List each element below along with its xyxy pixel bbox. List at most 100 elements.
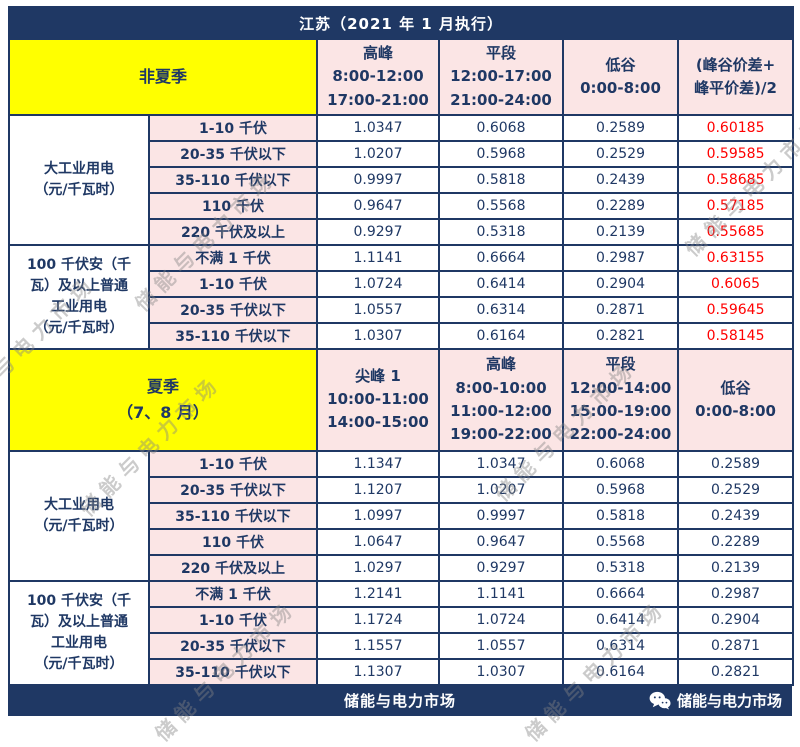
- price-sharp-peak: 1.0997: [316, 501, 440, 530]
- season-label-non-summer: 非夏季: [8, 38, 318, 116]
- price-valley: 0.2871: [676, 631, 795, 660]
- footer-bar: 储能与电力市场 储能与电力市场: [8, 685, 792, 716]
- season-label-summer: 夏季 （7、8 月）: [8, 347, 318, 452]
- table-row: 20-35 千伏以下 1.0207 0.5968 0.2529 0.59585: [9, 139, 795, 168]
- price-valley: 0.2529: [562, 139, 679, 168]
- price-valley: 0.2904: [676, 605, 795, 634]
- price-table-screenshot: { "title": "江苏（2021 年 1 月执行）", "watermar…: [0, 6, 800, 746]
- price-peak: 1.0557: [438, 631, 564, 660]
- price-flat: 0.6414: [438, 269, 564, 298]
- price-flat: 0.6664: [562, 579, 679, 608]
- price-sharp-peak: 1.1724: [316, 605, 440, 634]
- price-valley: 0.2139: [562, 217, 679, 246]
- price-valley: 0.2439: [562, 165, 679, 194]
- category-label-industrial: 大工业用电 （元/千瓦时）: [8, 449, 150, 582]
- price-valley: 0.2289: [562, 191, 679, 220]
- price-sharp-peak: 1.1307: [316, 657, 440, 686]
- voltage-label: 20-35 千伏以下: [148, 631, 318, 660]
- price-peak: 0.9297: [316, 217, 440, 246]
- price-spread: 0.58685: [676, 165, 795, 194]
- price-peak: 1.1141: [316, 243, 440, 272]
- price-peak: 0.9647: [438, 527, 564, 556]
- price-peak: 0.9997: [438, 501, 564, 530]
- summer-header-row: 夏季 （7、8 月） 尖峰 1 10:00-11:00 14:00-15:00 …: [8, 347, 795, 452]
- voltage-label: 110 千伏: [148, 527, 318, 556]
- category-label-industrial: 大工业用电 （元/千瓦时）: [8, 113, 150, 246]
- price-flat: 0.6068: [562, 449, 679, 478]
- price-valley: 0.2821: [676, 657, 795, 686]
- voltage-label: 35-110 千伏以下: [148, 165, 318, 194]
- col-header-flat: 平段 12:00-17:00 21:00-24:00: [438, 38, 564, 116]
- title-row: 江苏（2021 年 1 月执行）: [7, 6, 795, 40]
- col-header-valley: 低谷 0:00-8:00: [562, 38, 679, 116]
- price-valley: 0.2289: [676, 527, 795, 556]
- voltage-label: 1-10 千伏: [148, 449, 318, 478]
- col-header-sharp-peak: 尖峰 1 10:00-11:00 14:00-15:00: [316, 347, 440, 452]
- price-valley: 0.2904: [562, 269, 679, 298]
- voltage-label: 20-35 千伏以下: [148, 139, 318, 168]
- price-valley: 0.2589: [676, 449, 795, 478]
- price-spread: 0.55685: [676, 217, 795, 246]
- table-row: 20-35 千伏以下 1.1557 1.0557 0.6314 0.2871: [9, 631, 795, 660]
- col-header-peak: 高峰 8:00-12:00 17:00-21:00: [316, 38, 440, 116]
- voltage-label: 20-35 千伏以下: [148, 475, 318, 504]
- price-peak: 0.9297: [438, 553, 564, 582]
- table-row: 大工业用电 （元/千瓦时） 1-10 千伏 1.1347 1.0347 0.60…: [8, 449, 795, 582]
- price-table: 江苏（2021 年 1 月执行） 非夏季 高峰 8:00-12:00 17:00…: [7, 6, 795, 686]
- price-peak: 0.9997: [316, 165, 440, 194]
- page-title: 江苏（2021 年 1 月执行）: [7, 6, 795, 40]
- table-row: 220 千伏及以上 0.9297 0.5318 0.2139 0.55685: [9, 217, 795, 246]
- category-label-general-industrial: 100 千伏安（千 瓦）及以上普通 工业用电 （元/千瓦时）: [8, 243, 150, 350]
- price-flat: 0.6068: [438, 113, 564, 142]
- price-flat: 0.6314: [438, 295, 564, 324]
- price-flat: 0.5318: [438, 217, 564, 246]
- price-valley: 0.2871: [562, 295, 679, 324]
- table-row: 110 千伏 0.9647 0.5568 0.2289 0.57185: [9, 191, 795, 220]
- footer-wechat-account: 储能与电力市场: [649, 686, 782, 716]
- table-row: 110 千伏 1.0647 0.9647 0.5568 0.2289: [9, 527, 795, 556]
- price-valley: 0.2439: [676, 501, 795, 530]
- voltage-label: 110 千伏: [148, 191, 318, 220]
- table-row: 35-110 千伏以下 0.9997 0.5818 0.2439 0.58685: [9, 165, 795, 194]
- table-row: 35-110 千伏以下 1.1307 1.0307 0.6164 0.2821: [9, 657, 795, 686]
- table-row: 35-110 千伏以下 1.0307 0.6164 0.2821 0.58145: [9, 321, 795, 350]
- price-flat: 0.6164: [562, 657, 679, 686]
- voltage-label: 不满 1 千伏: [148, 579, 318, 608]
- price-sharp-peak: 1.1347: [316, 449, 440, 478]
- price-peak: 1.1141: [438, 579, 564, 608]
- price-flat: 0.5968: [562, 475, 679, 504]
- col-header-spread: (峰谷价差+ 峰平价差)/2: [676, 38, 795, 116]
- wechat-icon: [649, 691, 671, 710]
- price-peak: 1.0307: [316, 321, 440, 350]
- price-peak: 1.0347: [316, 113, 440, 142]
- voltage-label: 220 千伏及以上: [148, 553, 318, 582]
- voltage-label: 20-35 千伏以下: [148, 295, 318, 324]
- table-row: 100 千伏安（千 瓦）及以上普通 工业用电 （元/千瓦时） 不满 1 千伏 1…: [8, 243, 795, 350]
- price-peak: 1.0207: [316, 139, 440, 168]
- price-flat: 0.5318: [562, 553, 679, 582]
- price-spread: 0.60185: [676, 113, 795, 142]
- voltage-label: 不满 1 千伏: [148, 243, 318, 272]
- price-flat: 0.5968: [438, 139, 564, 168]
- price-spread: 0.58145: [676, 321, 795, 350]
- voltage-label: 35-110 千伏以下: [148, 501, 318, 530]
- voltage-label: 1-10 千伏: [148, 269, 318, 298]
- col-header-valley: 低谷 0:00-8:00: [676, 347, 795, 452]
- col-header-peak: 高峰 8:00-10:00 11:00-12:00 19:00-22:00: [438, 347, 564, 452]
- price-table-page: 江苏（2021 年 1 月执行） 非夏季 高峰 8:00-12:00 17:00…: [7, 6, 795, 716]
- price-flat: 0.5568: [562, 527, 679, 556]
- price-peak: 1.0724: [316, 269, 440, 298]
- table-row: 220 千伏及以上 1.0297 0.9297 0.5318 0.2139: [9, 553, 795, 582]
- voltage-label: 35-110 千伏以下: [148, 321, 318, 350]
- price-spread: 0.63155: [676, 243, 795, 272]
- col-header-flat: 平段 12:00-14:00 15:00-19:00 22:00-24:00: [562, 347, 679, 452]
- footer-brand-text: 储能与电力市场: [343, 692, 456, 711]
- price-valley: 0.2529: [676, 475, 795, 504]
- price-peak: 1.0307: [438, 657, 564, 686]
- price-valley: 0.2821: [562, 321, 679, 350]
- price-valley: 0.2987: [562, 243, 679, 272]
- table-row: 20-35 千伏以下 1.1207 1.0207 0.5968 0.2529: [9, 475, 795, 504]
- table-row: 大工业用电 （元/千瓦时） 1-10 千伏 1.0347 0.6068 0.25…: [8, 113, 795, 246]
- voltage-label: 220 千伏及以上: [148, 217, 318, 246]
- voltage-label: 35-110 千伏以下: [148, 657, 318, 686]
